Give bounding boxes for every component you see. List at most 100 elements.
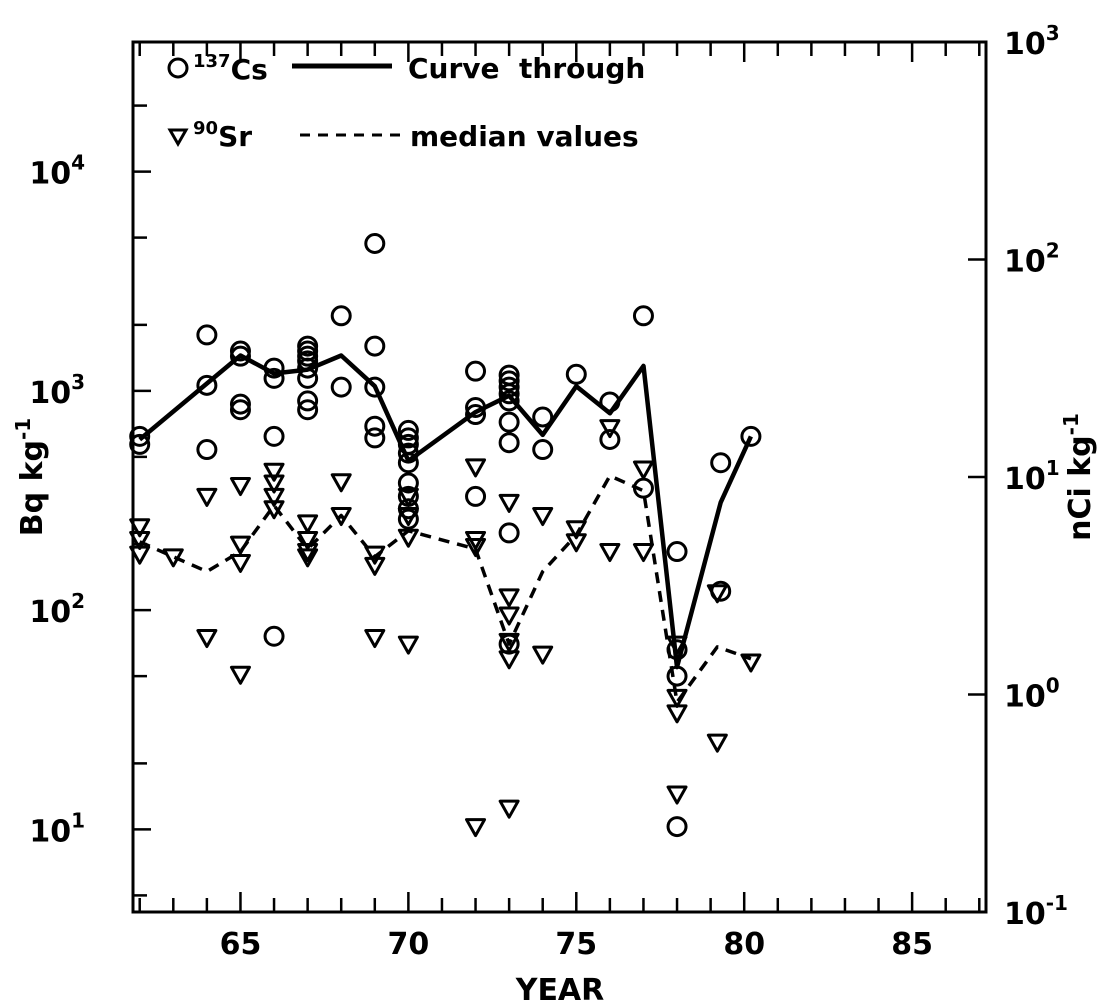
cs-data-point (565, 363, 587, 385)
cs-data-point (263, 425, 285, 447)
sr-data-point (162, 548, 184, 568)
median-curves (138, 353, 753, 705)
y-axis-title-right: nCi kg-1 (1059, 413, 1098, 541)
cs-data-point (196, 374, 218, 396)
cs-data-point (532, 439, 554, 461)
sr-data-point (297, 548, 319, 568)
plot-frame (131, 40, 988, 914)
cs-data-point (498, 432, 520, 454)
cs-data-point (666, 665, 688, 687)
sr-data-point (666, 688, 688, 708)
x-tick-label: 65 (220, 927, 262, 962)
sr-data-point (263, 500, 285, 520)
sr-data-point (364, 545, 386, 565)
sr-data-point (297, 514, 319, 534)
sr-data-point (263, 487, 285, 507)
sr-data-point (330, 473, 352, 493)
cs-data-point (196, 439, 218, 461)
cs-data-point (397, 508, 419, 530)
sr-data-point (465, 818, 487, 838)
sr-data-point (297, 530, 319, 550)
data-markers (129, 232, 762, 838)
sr-data-point (666, 704, 688, 724)
cs-data-point (498, 390, 520, 412)
cs-data-point (465, 404, 487, 426)
sr-data-point (666, 785, 688, 805)
sr-data-point (465, 458, 487, 478)
legend-cs-label: 137Cs (193, 51, 268, 86)
sr-data-point (565, 533, 587, 553)
sr-data-point (297, 543, 319, 563)
sr-data-point (229, 477, 251, 497)
x-tick-label: 85 (891, 927, 933, 962)
cs-data-point (397, 419, 419, 441)
sr-data-point (397, 487, 419, 507)
sr-data-point (229, 553, 251, 573)
sr-data-point (599, 419, 621, 439)
cs-data-point (532, 406, 554, 428)
cs-data-point (263, 625, 285, 647)
cs-data-point (397, 472, 419, 494)
sr-data-point (364, 556, 386, 576)
legend: 137Cs 90Sr Curve through median values (167, 51, 645, 153)
sr-data-point (129, 530, 151, 550)
y-tick-label-left: 102 (29, 589, 85, 630)
cs-data-point (129, 425, 151, 447)
x-tick-label: 80 (723, 927, 765, 962)
cs-data-point (397, 427, 419, 449)
cs-data-point (710, 452, 732, 474)
cs-data-point (297, 367, 319, 389)
sr-median-curve (138, 474, 752, 705)
sr-data-point (397, 635, 419, 655)
sr-data-point (397, 507, 419, 527)
cs-median-curve (138, 353, 753, 670)
sr-data-point (532, 645, 554, 665)
axis-tick-labels: 65 70 75 80 85 101 102 103 104 10-1 100 101 102 103 (29, 21, 1068, 962)
sr-data-point (498, 799, 520, 819)
cs-data-point (263, 357, 285, 379)
cs-data-point (740, 425, 762, 447)
sr-data-point (632, 543, 654, 563)
cs-data-point (364, 335, 386, 357)
sr-data-point (565, 520, 587, 540)
y-axis-title-left: Bq kg-1 (11, 418, 50, 536)
cs-data-point (196, 324, 218, 346)
y-tick-label-left: 101 (29, 808, 85, 849)
sr-data-point (465, 538, 487, 558)
cs-data-point (666, 816, 688, 838)
cs-data-point (599, 391, 621, 413)
sr-data-point (498, 632, 520, 652)
sr-data-point (632, 460, 654, 480)
cs-data-point (297, 390, 319, 412)
sr-data-point (706, 584, 728, 604)
cs-data-point (599, 429, 621, 451)
cs-data-point (666, 541, 688, 563)
cs-data-point (498, 411, 520, 433)
axis-ticks (133, 40, 986, 914)
cs-data-point (129, 433, 151, 455)
sr-data-point (330, 507, 352, 527)
cs-data-point (465, 485, 487, 507)
cs-data-point (229, 345, 251, 367)
cs-data-point (263, 367, 285, 389)
cs-data-point (498, 522, 520, 544)
y-tick-label-right: 10-1 (1004, 891, 1068, 932)
legend-sr-marker (167, 128, 189, 148)
sr-data-point (498, 606, 520, 626)
sr-data-point (129, 518, 151, 538)
sr-data-point (397, 528, 419, 548)
cs-data-point (498, 376, 520, 398)
y-tick-label-right: 100 (1004, 674, 1060, 715)
y-tick-label-left: 103 (29, 370, 85, 411)
cs-data-point (297, 399, 319, 421)
cs-data-point (498, 370, 520, 392)
sr-data-point (196, 629, 218, 649)
sr-data-point (498, 588, 520, 608)
sr-data-point (599, 543, 621, 563)
cs-data-point (229, 399, 251, 421)
x-axis-title: YEAR (515, 973, 605, 1007)
sr-data-point (706, 733, 728, 753)
sr-data-point (532, 507, 554, 527)
cs-data-point (666, 639, 688, 661)
